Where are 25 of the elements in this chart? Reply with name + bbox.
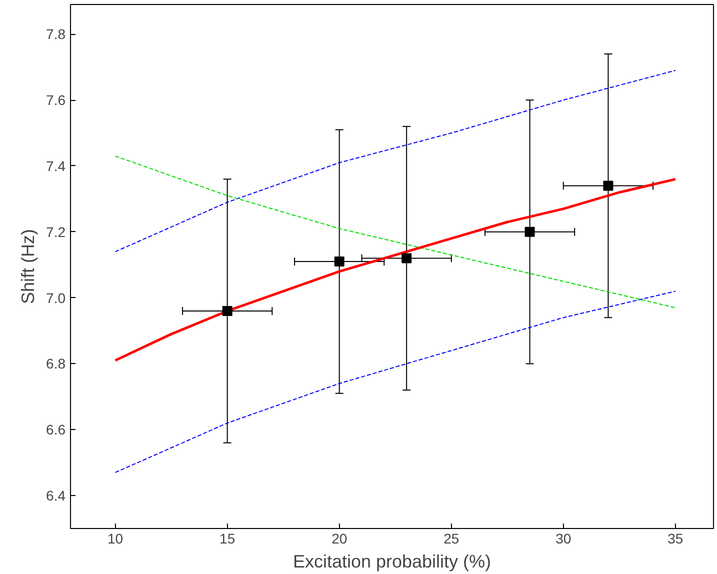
- x-tick-label: 20: [332, 530, 348, 546]
- y-tick-label: 7.0: [46, 290, 66, 306]
- x-tick-label: 35: [668, 530, 684, 546]
- line-series: [114, 178, 677, 362]
- y-tick-label: 7.2: [46, 224, 66, 240]
- line-series: [114, 156, 676, 308]
- y-tick-label: 7.6: [46, 92, 66, 108]
- point: [222, 306, 232, 316]
- line-series: [114, 70, 676, 252]
- point: [603, 180, 614, 191]
- point: [524, 226, 535, 237]
- point: [334, 256, 344, 267]
- y-tick-label: 6.6: [46, 422, 66, 438]
- x-tick-label: 30: [556, 530, 572, 546]
- point: [402, 253, 412, 264]
- y-tick-label: 6.8: [46, 356, 66, 372]
- x-tick-label: 10: [108, 530, 124, 546]
- y-axis-title: Shift (Hz): [18, 228, 38, 304]
- y-tick-label: 6.4: [46, 488, 66, 504]
- y-tick-label: 7.8: [46, 26, 66, 42]
- x-tick-label: 15: [220, 530, 236, 546]
- y-tick-label: 7.4: [46, 158, 66, 174]
- x-axis-title: Excitation probability (%): [292, 552, 492, 572]
- line-series: [114, 290, 676, 473]
- x-tick-label: 25: [444, 530, 460, 546]
